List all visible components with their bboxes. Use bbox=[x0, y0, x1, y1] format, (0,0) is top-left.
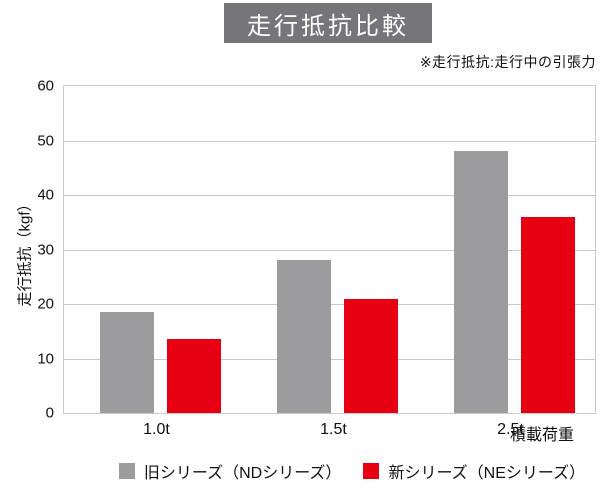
legend: 旧シリーズ（NDシリーズ） 新シリーズ（NEシリーズ） bbox=[0, 459, 600, 483]
plot-area bbox=[63, 85, 596, 414]
bar-group bbox=[454, 151, 575, 413]
legend-item: 旧シリーズ（NDシリーズ） bbox=[118, 459, 342, 483]
chart-title: 走行抵抗比較 bbox=[247, 12, 409, 40]
y-tick-label: 0 bbox=[45, 404, 54, 422]
y-tick-label: 20 bbox=[37, 295, 54, 313]
y-tick-label: 30 bbox=[37, 241, 54, 258]
legend-swatch bbox=[363, 463, 380, 479]
legend-label: 旧シリーズ（NDシリーズ） bbox=[143, 465, 342, 482]
bar bbox=[167, 339, 221, 413]
bar bbox=[277, 260, 331, 413]
bar-group bbox=[277, 260, 398, 413]
x-tick-label: 1.5t bbox=[320, 421, 347, 438]
gridline bbox=[64, 140, 595, 142]
gridline bbox=[64, 195, 595, 196]
x-tick-label: 1.0t bbox=[143, 421, 170, 438]
y-tick-label: 50 bbox=[37, 132, 54, 149]
bar bbox=[100, 312, 154, 413]
chart-note: ※走行抵抗:走行中の引張力 bbox=[419, 54, 596, 70]
y-tick-label: 60 bbox=[37, 77, 54, 95]
bar bbox=[344, 298, 398, 413]
y-axis-ticks: 0 10 20 30 40 50 60 bbox=[0, 78, 54, 422]
chart-title-box: 走行抵抗比較 bbox=[224, 3, 432, 43]
legend-swatch bbox=[118, 463, 135, 479]
bar bbox=[521, 216, 575, 413]
x-axis-ticks: 1.0t 1.5t 2.5t bbox=[0, 421, 600, 441]
bar bbox=[454, 151, 508, 413]
y-tick-label: 10 bbox=[37, 350, 54, 367]
y-tick-label: 40 bbox=[37, 186, 54, 204]
legend-label: 新シリーズ（NEシリーズ） bbox=[388, 465, 586, 482]
x-axis-title: 積載荷重 bbox=[509, 427, 574, 444]
legend-item: 新シリーズ（NEシリーズ） bbox=[363, 459, 585, 483]
bar-group bbox=[100, 312, 221, 413]
gridline bbox=[64, 249, 595, 251]
x-tick-label: 2.5t bbox=[497, 421, 524, 438]
